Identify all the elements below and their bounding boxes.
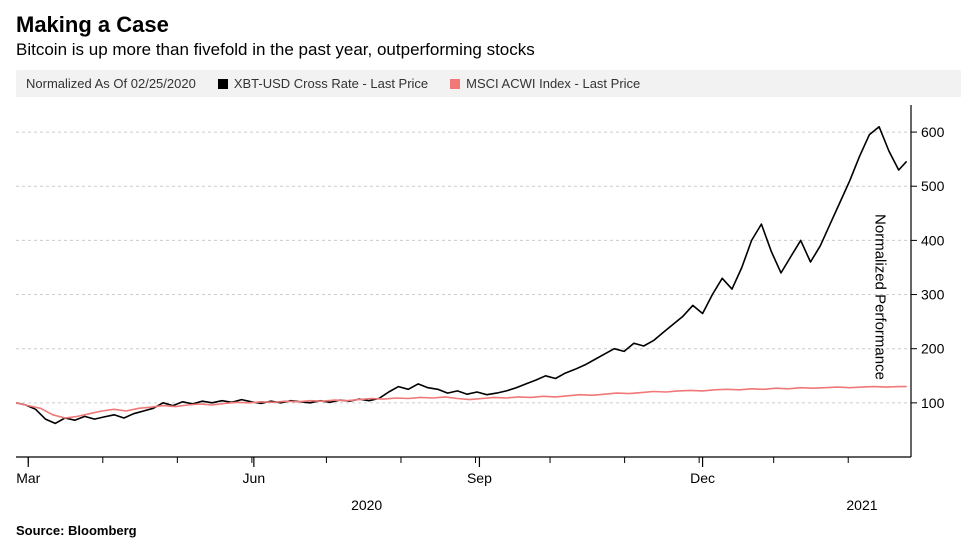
svg-text:500: 500 xyxy=(921,178,945,194)
svg-text:Sep: Sep xyxy=(467,470,492,486)
y-axis-title: Normalized Performance xyxy=(872,214,889,380)
x-year-labels: 2020 2021 xyxy=(16,497,961,515)
x-year-label: 2020 xyxy=(351,497,382,513)
legend-item-xbt: XBT-USD Cross Rate - Last Price xyxy=(218,76,428,91)
legend-label-msci: MSCI ACWI Index - Last Price xyxy=(466,76,640,91)
legend-bar: Normalized As Of 02/25/2020 XBT-USD Cros… xyxy=(16,70,961,97)
chart-container: Making a Case Bitcoin is up more than fi… xyxy=(0,0,977,549)
svg-text:Dec: Dec xyxy=(690,470,715,486)
svg-text:200: 200 xyxy=(921,341,945,357)
chart-area: 100 200 300 400 500 600 Mar Jun Sep Dec Normalize… xyxy=(16,97,961,497)
chart-title: Making a Case xyxy=(16,12,961,38)
source-label: Source: Bloomberg xyxy=(16,523,961,538)
svg-text:400: 400 xyxy=(921,232,945,248)
legend-swatch-msci xyxy=(450,79,460,89)
svg-text:300: 300 xyxy=(921,287,945,303)
svg-text:Jun: Jun xyxy=(243,470,266,486)
legend-item-msci: MSCI ACWI Index - Last Price xyxy=(450,76,640,91)
legend-normalized-label: Normalized As Of 02/25/2020 xyxy=(26,76,196,91)
legend-swatch-xbt xyxy=(218,79,228,89)
x-year-label: 2021 xyxy=(846,497,877,513)
svg-text:Mar: Mar xyxy=(16,470,40,486)
svg-text:600: 600 xyxy=(921,124,945,140)
svg-text:100: 100 xyxy=(921,395,945,411)
chart-subtitle: Bitcoin is up more than fivefold in the … xyxy=(16,40,961,60)
legend-label-xbt: XBT-USD Cross Rate - Last Price xyxy=(234,76,428,91)
line-chart-svg: 100 200 300 400 500 600 Mar Jun Sep Dec xyxy=(16,97,961,497)
